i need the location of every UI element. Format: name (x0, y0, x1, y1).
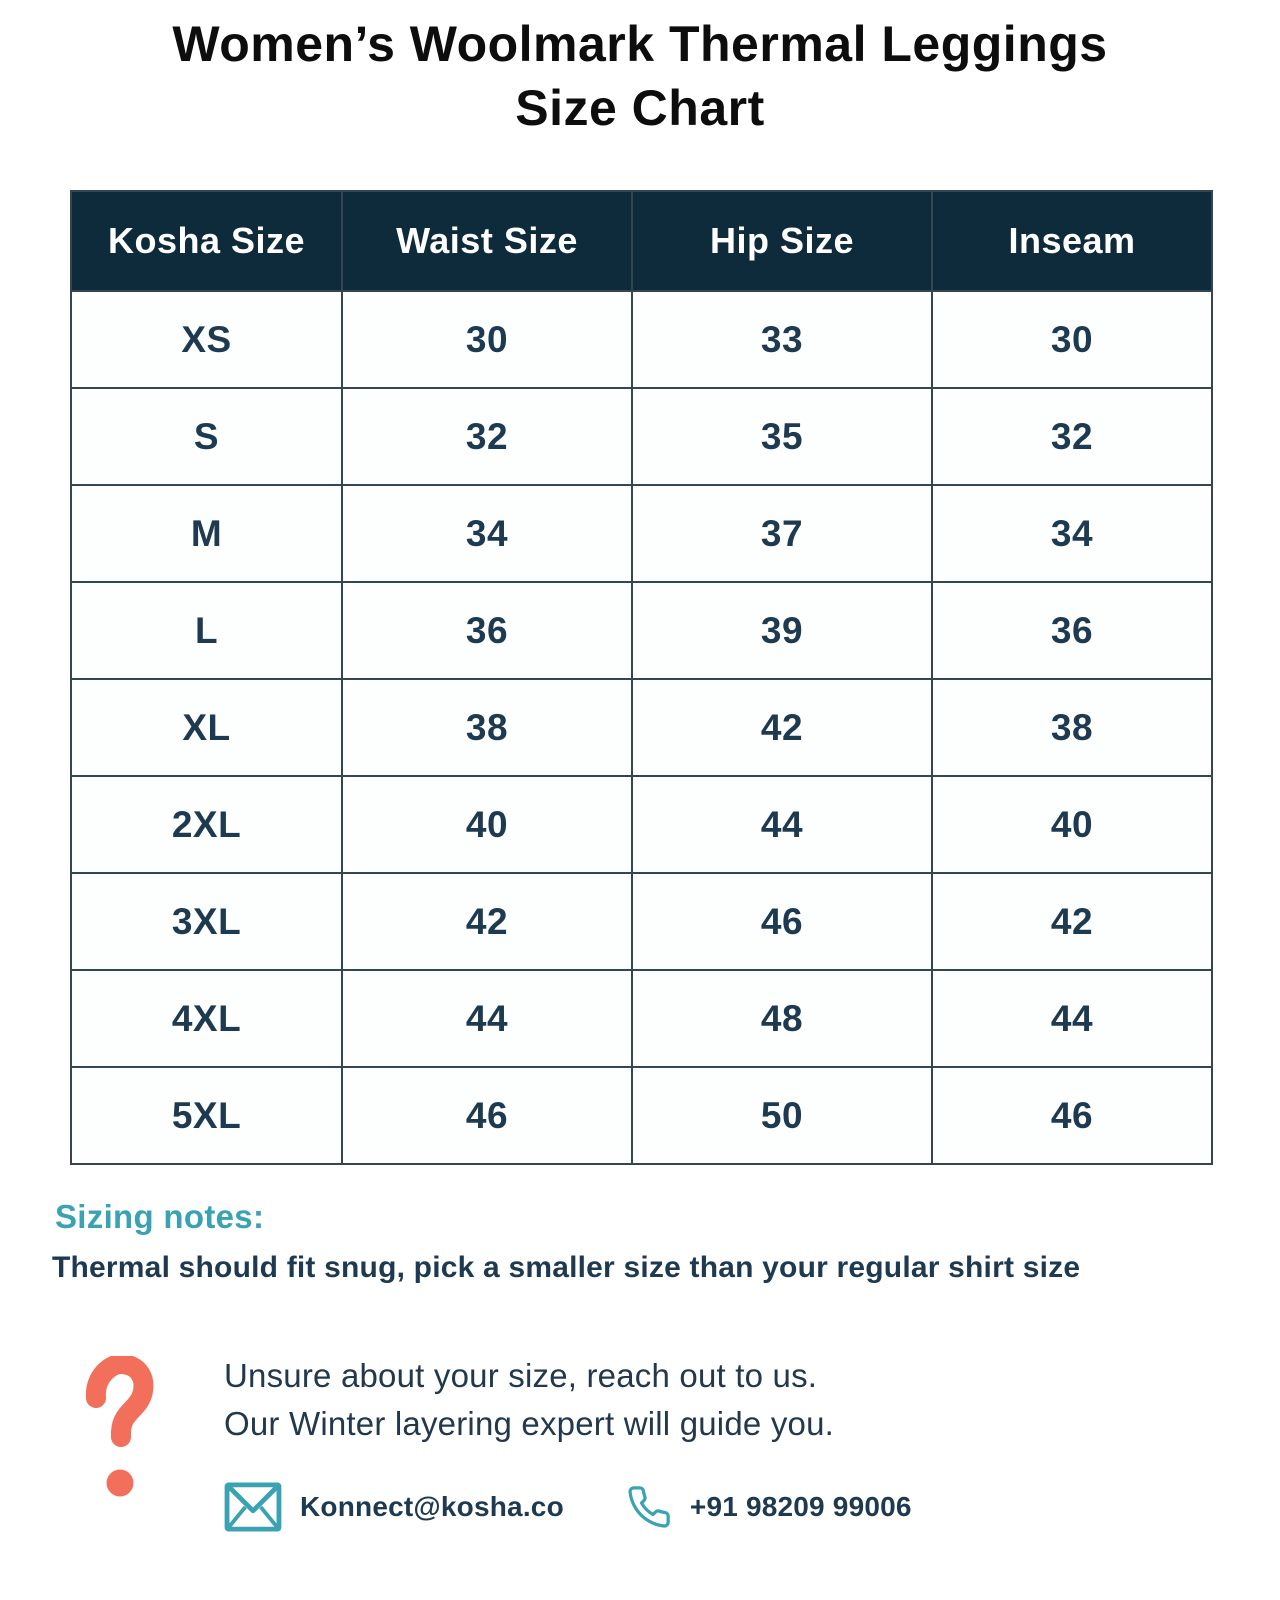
envelope-icon (224, 1482, 282, 1532)
contact-phone: +91 98209 99006 (689, 1491, 912, 1522)
header-kosha-size: Kosha Size (70, 190, 343, 292)
table-row: M 34 37 34 (70, 484, 1213, 583)
size-chart-table: Kosha Size Waist Size Hip Size Inseam XS… (70, 190, 1213, 1165)
size-cell: 3XL (70, 872, 343, 971)
waist-cell: 34 (341, 484, 633, 583)
size-cell: 5XL (70, 1066, 343, 1165)
table-header-row: Kosha Size Waist Size Hip Size Inseam (70, 190, 1213, 292)
inseam-cell: 34 (931, 484, 1213, 583)
size-cell: XS (70, 290, 343, 389)
inseam-cell: 30 (931, 290, 1213, 389)
inseam-cell: 46 (931, 1066, 1213, 1165)
waist-cell: 30 (341, 290, 633, 389)
size-cell: L (70, 581, 343, 680)
table-row: L 36 39 36 (70, 581, 1213, 680)
hip-cell: 37 (631, 484, 933, 583)
size-cell: XL (70, 678, 343, 777)
page-title-line1: Women’s Woolmark Thermal Leggings (172, 16, 1108, 72)
hip-cell: 50 (631, 1066, 933, 1165)
size-cell: 4XL (70, 969, 343, 1068)
question-mark-icon (85, 1356, 154, 1497)
hip-cell: 35 (631, 387, 933, 486)
inseam-cell: 32 (931, 387, 1213, 486)
help-text-line2: Our Winter layering expert will guide yo… (224, 1405, 834, 1442)
table-row: 5XL 46 50 46 (70, 1066, 1213, 1165)
inseam-cell: 44 (931, 969, 1213, 1068)
page-title-line2: Size Chart (515, 80, 765, 136)
table-row: 2XL 40 44 40 (70, 775, 1213, 874)
hip-cell: 42 (631, 678, 933, 777)
table-row: 4XL 44 48 44 (70, 969, 1213, 1068)
hip-cell: 39 (631, 581, 933, 680)
waist-cell: 40 (341, 775, 633, 874)
size-cell: M (70, 484, 343, 583)
waist-cell: 38 (341, 678, 633, 777)
header-inseam: Inseam (931, 190, 1213, 292)
help-text-line1: Unsure about your size, reach out to us. (224, 1357, 818, 1394)
header-waist-size: Waist Size (341, 190, 633, 292)
table-row: XS 30 33 30 (70, 290, 1213, 389)
contact-email: Konnect@kosha.co (300, 1491, 564, 1522)
table-row: XL 38 42 38 (70, 678, 1213, 777)
phone-icon (628, 1486, 670, 1528)
contact-row: Konnect@kosha.co +91 98209 99006 (224, 1478, 912, 1536)
waist-cell: 36 (341, 581, 633, 680)
waist-cell: 46 (341, 1066, 633, 1165)
waist-cell: 44 (341, 969, 633, 1068)
table-row: S 32 35 32 (70, 387, 1213, 486)
hip-cell: 46 (631, 872, 933, 971)
size-cell: S (70, 387, 343, 486)
inseam-cell: 42 (931, 872, 1213, 971)
table-row: 3XL 42 46 42 (70, 872, 1213, 971)
help-text: Unsure about your size, reach out to us.… (224, 1352, 834, 1448)
inseam-cell: 40 (931, 775, 1213, 874)
waist-cell: 32 (341, 387, 633, 486)
hip-cell: 48 (631, 969, 933, 1068)
page-title: Women’s Woolmark Thermal Leggings Size C… (0, 12, 1280, 140)
sizing-notes-label: Sizing notes: (55, 1198, 265, 1235)
inseam-cell: 38 (931, 678, 1213, 777)
waist-cell: 42 (341, 872, 633, 971)
inseam-cell: 36 (931, 581, 1213, 680)
hip-cell: 33 (631, 290, 933, 389)
hip-cell: 44 (631, 775, 933, 874)
sizing-notes-text: Thermal should fit snug, pick a smaller … (52, 1251, 1081, 1284)
header-hip-size: Hip Size (631, 190, 933, 292)
size-cell: 2XL (70, 775, 343, 874)
